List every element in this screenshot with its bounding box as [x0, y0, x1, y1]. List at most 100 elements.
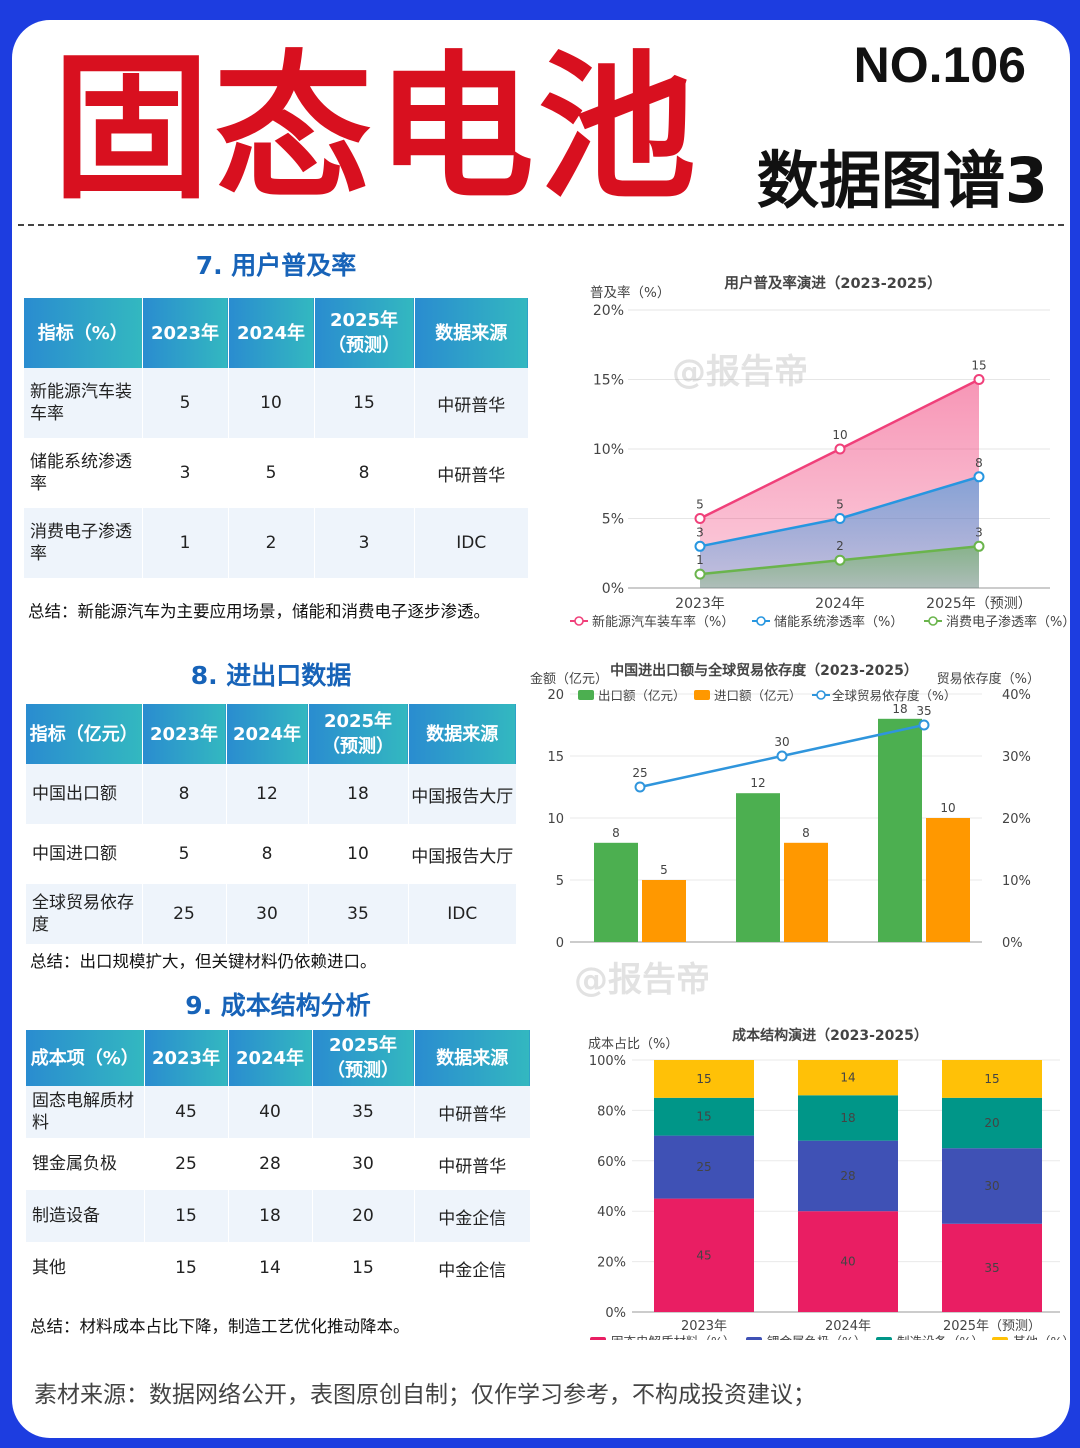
data-label: 5 [696, 498, 704, 512]
stacked-bar-segment [942, 1097, 1042, 1149]
table-cell: 35 [311, 1086, 414, 1138]
table-header-cell: 2023年 [141, 704, 226, 764]
stacked-bar-segment [798, 1060, 898, 1096]
data-label: 12 [750, 776, 765, 790]
y-tick-label: 15 [547, 750, 564, 765]
legend-swatch [694, 690, 710, 700]
divider [18, 224, 1064, 226]
data-label: 1 [696, 553, 704, 567]
table-user-penetration: 指标（%） 2023年 2024年 2025年 （预测） 数据来源 新能源汽车装车率 5 10 1… [24, 298, 528, 578]
section-8-summary: 总结：出口规模扩大，但关键材料仍依赖进口。 [30, 952, 377, 971]
legend-label: 固态电解质材料（%） [611, 1334, 735, 1340]
legend-marker [574, 616, 584, 626]
legend-label: 新能源汽车装车率（%） [592, 614, 734, 630]
bar [594, 842, 638, 942]
data-label: 2 [836, 539, 844, 553]
bar [736, 793, 780, 942]
data-point [834, 554, 846, 566]
table-cell: 5 [141, 824, 226, 884]
table-cell: 中国报告大厅 [407, 824, 516, 884]
table-cell: 中研普华 [413, 1138, 530, 1190]
data-point [973, 540, 985, 552]
section-9-summary: 总结：材料成本占比下降，制造工艺优化推动降本。 [30, 1317, 410, 1336]
chart-title: 用户普及率演进（2023-2025） [724, 274, 941, 292]
legend-label: 进口额（亿元） [714, 688, 802, 703]
table-row: 其他 15 14 15 中金企信 [26, 1242, 530, 1294]
y2-tick-label: 40% [1002, 688, 1031, 703]
legend-marker [816, 690, 826, 700]
table-header-cell: 2025年 （预测） [311, 1030, 414, 1086]
y2-tick-label: 0% [1002, 936, 1023, 948]
table-cell: 锂金属负极 [32, 1154, 117, 1174]
table-cell: 中国进口额 [32, 844, 117, 864]
y-axis-label: 普及率（%） [590, 284, 670, 301]
data-label: 8 [802, 826, 810, 840]
data-label: 25 [632, 766, 647, 780]
x-tick-label: 2023年 [681, 1319, 727, 1334]
watermark: @报告帝 [574, 960, 710, 1000]
table-cell: 8 [225, 824, 308, 884]
chart-cost-structure: 成本结构演进（2023-2025） 成本占比（%） 0% 20% 40% 60% 80% 10… [588, 1027, 1070, 1340]
data-label: 15 [984, 1072, 999, 1086]
stacked-bar-segment [654, 1198, 754, 1312]
table-header-cell: 指标（%） [24, 298, 142, 368]
data-label: 15 [696, 1072, 711, 1086]
table-row: 锂金属负极 25 28 30 中研普华 [26, 1138, 530, 1190]
data-point [694, 513, 706, 524]
table-cell: 8 [313, 438, 414, 508]
table-cell: 储能系统渗透率 [30, 452, 132, 494]
table-cell: 45 [143, 1086, 228, 1138]
stacked-bar-segment [654, 1097, 754, 1136]
table-row: 新能源汽车装车率 5 10 15 中研普华 [24, 368, 528, 438]
legend-swatch [746, 1337, 762, 1340]
y-tick-label: 10 [547, 812, 564, 827]
data-label: 30 [984, 1179, 999, 1193]
data-label: 28 [840, 1169, 855, 1183]
table-cell: 20 [311, 1190, 414, 1242]
y-tick-label: 20% [597, 1256, 626, 1271]
y-axis-label: 金额（亿元） [530, 671, 608, 687]
table-row: 中国出口额 8 12 18 中国报告大厅 [26, 764, 516, 824]
subtitle: 数据图谱3 [756, 144, 1048, 217]
legend-swatch [992, 1337, 1008, 1340]
y-tick-label: 40% [597, 1205, 626, 1220]
x-tick-label: 2023年 [675, 596, 725, 612]
bar [926, 818, 970, 942]
table-cell: 15 [313, 368, 414, 438]
table-header-cell: 数据来源 [407, 704, 516, 764]
table-cell: 18 [307, 764, 408, 824]
data-label: 15 [971, 359, 986, 373]
x-tick-label: 2025年（预测） [926, 596, 1032, 612]
chart-title: 成本结构演进（2023-2025） [732, 1027, 928, 1044]
data-label: 10 [940, 801, 955, 815]
bar [642, 880, 686, 942]
table-cell: 中研普华 [413, 438, 528, 508]
x-tick-label: 2024年 [825, 1319, 871, 1334]
data-label: 25 [696, 1160, 711, 1174]
table-cell: 1 [141, 508, 228, 578]
table-header-cell: 数据来源 [413, 298, 528, 368]
data-label: 14 [840, 1071, 855, 1085]
y-tick-label: 100% [589, 1054, 626, 1069]
data-label: 18 [892, 702, 907, 716]
series-area [700, 546, 979, 588]
legend-marker [756, 616, 766, 626]
table-row: 储能系统渗透率 3 5 8 中研普华 [24, 438, 528, 508]
table-cell: 10 [307, 824, 408, 884]
stacked-bar-segment [798, 1140, 898, 1212]
chart-import-export: 中国进出口额与全球贸易依存度（2023-2025）金额（亿元） 贸易依存度（%） 0… [530, 662, 1040, 948]
table-row: 制造设备 15 18 20 中金企信 [26, 1190, 530, 1242]
table-import-export: 指标（亿元） 2023年 2024年 2025年 （预测） 数据来源 中国出口额 8 12 18 中… [26, 704, 516, 944]
table-cell: 40 [227, 1086, 312, 1138]
legend-label: 出口额（亿元） [598, 688, 686, 703]
section-7-title: 7. 用户普及率 [195, 251, 357, 280]
stacked-bar-segment [942, 1060, 1042, 1098]
table-cell: 消费电子渗透率 [24, 508, 142, 578]
data-label: 8 [612, 826, 620, 840]
table-header-cell: 2025年 （预测） [313, 298, 414, 368]
table-cell: 中国出口额 [26, 764, 142, 824]
y-tick-label: 5 [556, 874, 564, 889]
chart-user-penetration: 用户普及率演进（2023-2025） 普及率（%） 0% 5% 10% 15% 20% 202… [570, 274, 1070, 630]
y-tick-label: 0% [605, 1306, 626, 1321]
data-label: 8 [975, 456, 983, 470]
